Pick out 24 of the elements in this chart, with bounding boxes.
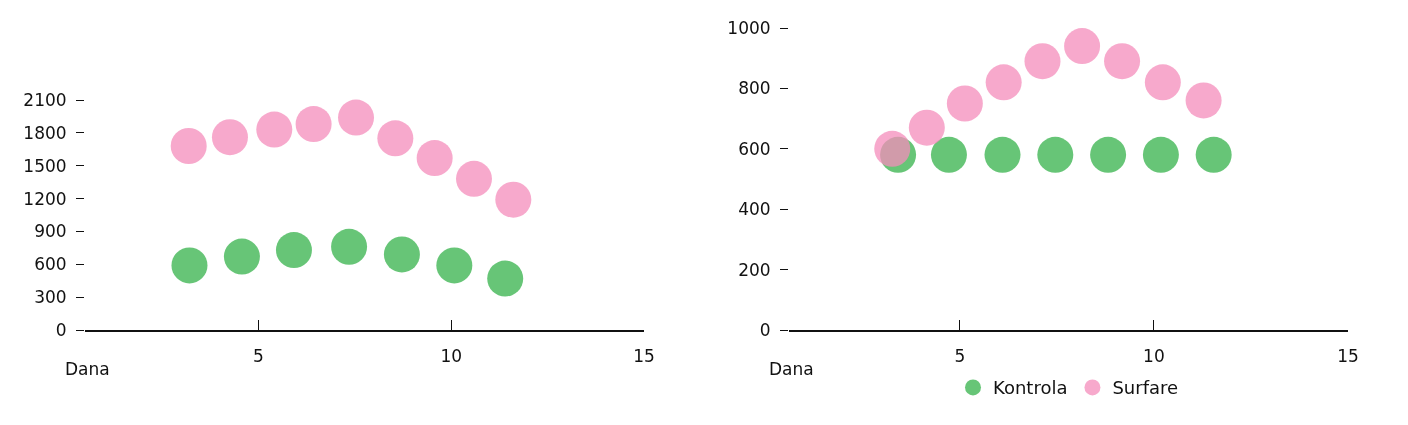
y-tick-label: 1000 xyxy=(727,17,771,38)
x-tick-label: 5 xyxy=(253,346,264,367)
y-tick-label: 1800 xyxy=(23,122,67,143)
y-tick-label: 900 xyxy=(34,221,67,242)
legend-label: Kontrola xyxy=(993,377,1068,399)
y-tick-label: 800 xyxy=(738,78,771,99)
x-tick-label: 15 xyxy=(633,346,655,367)
y-tick-label: 600 xyxy=(34,254,67,275)
y-tick-label: 600 xyxy=(738,138,771,159)
y-tick-label: 1500 xyxy=(23,155,67,176)
x-tick-label: 15 xyxy=(1337,346,1359,367)
y-tick-label: 200 xyxy=(738,259,771,280)
x-axis-title: Dana xyxy=(65,359,110,379)
y-tick-label: 1200 xyxy=(23,188,67,209)
x-tick-label: 5 xyxy=(954,346,966,367)
legend-label: Surfare xyxy=(1112,377,1179,399)
x-axis-title: Dana xyxy=(769,359,814,379)
x-tick-label: 10 xyxy=(1143,346,1165,367)
y-tick-label: 0 xyxy=(759,319,771,340)
y-tick-label: 2100 xyxy=(23,89,67,110)
y-tick-label: 0 xyxy=(55,319,67,340)
y-tick-label: 300 xyxy=(34,287,67,308)
x-tick-label: 10 xyxy=(440,346,463,367)
y-tick-label: 400 xyxy=(738,199,771,220)
